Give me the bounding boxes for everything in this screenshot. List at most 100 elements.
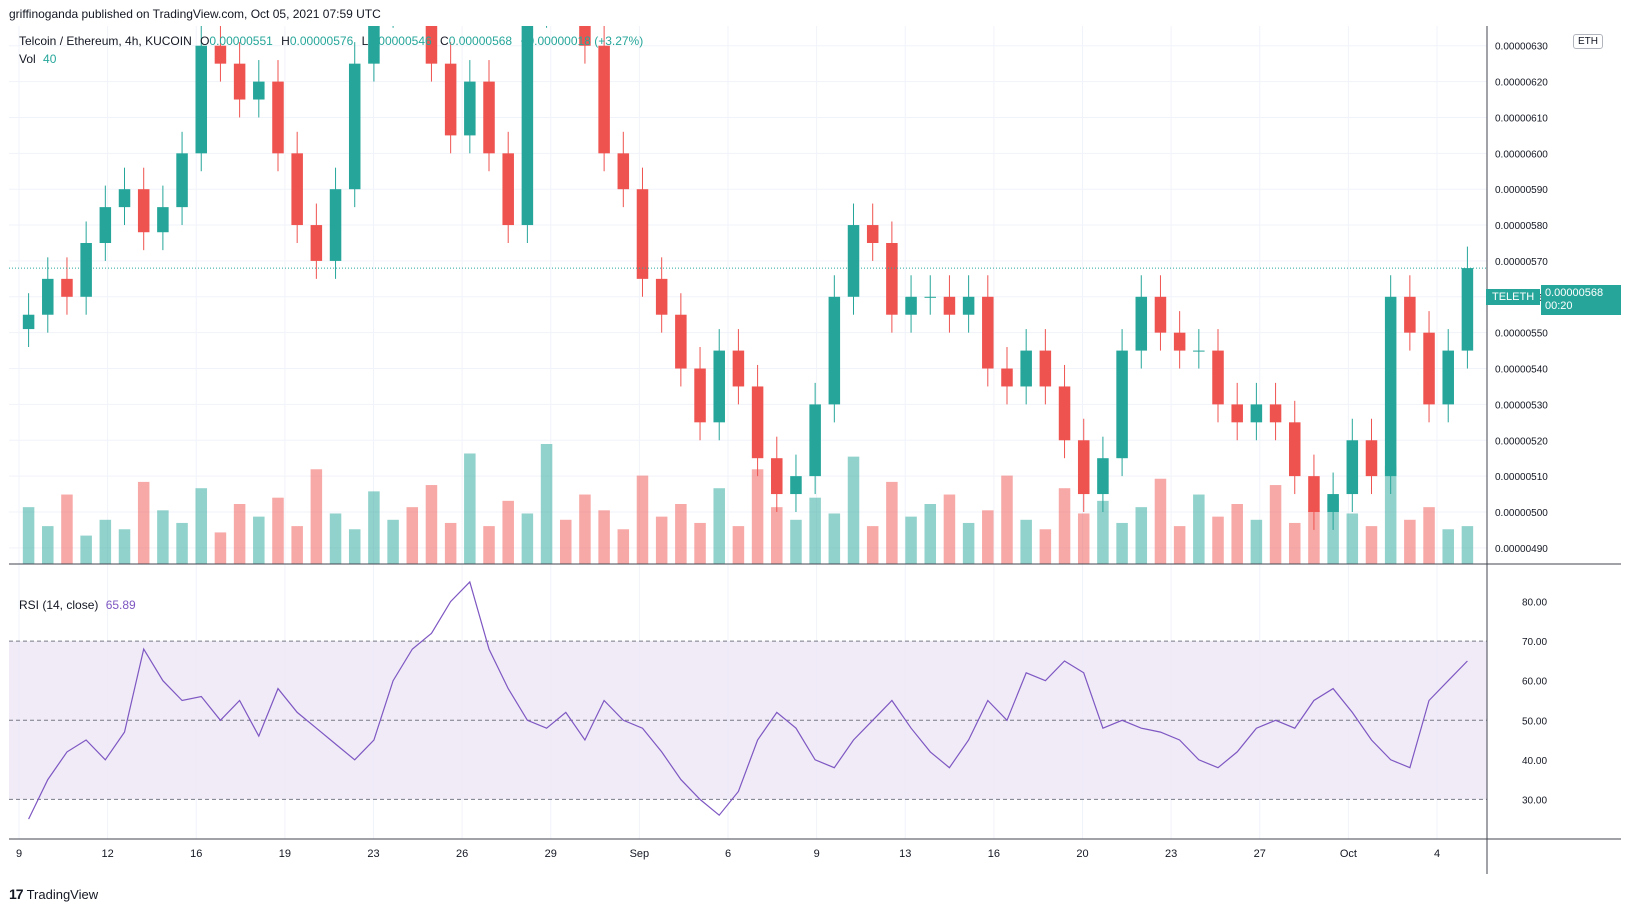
candle-body bbox=[1461, 268, 1474, 351]
candle-body bbox=[233, 63, 246, 100]
candle-body bbox=[1308, 476, 1320, 512]
candle-body bbox=[1154, 296, 1167, 333]
volume-bar bbox=[1116, 522, 1128, 564]
time-tick-label: 26 bbox=[456, 848, 468, 860]
volume-bar bbox=[1308, 510, 1320, 564]
price-tick-label: 0.00000630 bbox=[1495, 42, 1548, 53]
volume-bar bbox=[943, 494, 956, 564]
candle-body bbox=[214, 45, 227, 64]
volume-bar bbox=[1193, 494, 1205, 564]
candle-body bbox=[924, 296, 937, 298]
candle-body bbox=[1327, 494, 1339, 512]
candle-body bbox=[1384, 296, 1397, 477]
volume-bar bbox=[1442, 529, 1454, 564]
candle-body bbox=[1058, 386, 1071, 441]
price-tick-label: 0.00000540 bbox=[1495, 365, 1548, 376]
volume-bar bbox=[559, 519, 572, 564]
candle-body bbox=[1097, 458, 1109, 495]
chart-canvas[interactable]: 0.00000630 0.00000620 0.00000610 0.00000600… bbox=[9, 26, 1621, 874]
candle-body bbox=[982, 296, 994, 369]
time-tick-label: 16 bbox=[190, 848, 202, 860]
volume-bar bbox=[99, 519, 112, 564]
candle-body bbox=[80, 242, 92, 297]
price-tick-label: 0.00000600 bbox=[1495, 149, 1548, 160]
volume-bar bbox=[1077, 513, 1090, 564]
candle-body bbox=[1173, 332, 1186, 351]
price-tick-label: 0.00000580 bbox=[1495, 221, 1548, 232]
volume-bar bbox=[61, 494, 73, 564]
volume-bar bbox=[118, 529, 131, 564]
volume-bar bbox=[886, 481, 898, 564]
price-tick-label: 0.00000620 bbox=[1495, 78, 1548, 89]
legend-change: +0.00000018 (+3.27%) bbox=[520, 34, 644, 48]
volume-bar bbox=[214, 532, 227, 564]
volume-bar bbox=[1039, 529, 1052, 564]
candle-body bbox=[579, 26, 591, 46]
volume-bar bbox=[866, 526, 879, 564]
candle-body bbox=[464, 81, 476, 136]
candle-body bbox=[483, 81, 495, 154]
candle-body bbox=[905, 296, 917, 315]
volume-bar bbox=[137, 481, 150, 564]
footer-brand: TradingView bbox=[26, 886, 99, 902]
price-tick-label: 0.00000550 bbox=[1495, 329, 1548, 340]
volume-bar bbox=[521, 513, 534, 564]
rsi-label: RSI (14, close) bbox=[19, 598, 99, 612]
time-tick-label: 9 bbox=[814, 848, 820, 860]
candle-body bbox=[1442, 350, 1454, 405]
legend-symbol: Telcoin / Ethereum, 4h, KUCOIN bbox=[19, 34, 192, 48]
time-axis: 9 12 16 19 23 26 29 Sep 6 9 13 16 20 23 27 Oct 4 bbox=[16, 848, 1440, 860]
volume-bar bbox=[1135, 507, 1148, 564]
candle-body bbox=[694, 368, 706, 423]
candle-body bbox=[1135, 296, 1148, 351]
candle-body bbox=[962, 296, 975, 315]
volume-bar bbox=[617, 529, 630, 564]
rsi-tick-label: 70.00 bbox=[1522, 637, 1547, 648]
footer: 17 TradingView bbox=[9, 886, 98, 902]
time-tick-label: Sep bbox=[630, 848, 650, 860]
volume-bar bbox=[195, 488, 208, 564]
candle-body bbox=[943, 296, 956, 315]
price-tick-label: 0.00000500 bbox=[1495, 508, 1548, 519]
time-tick-label: 23 bbox=[367, 848, 379, 860]
time-tick-label: Oct bbox=[1340, 848, 1357, 860]
candle-body bbox=[1212, 350, 1224, 405]
volume-bar bbox=[464, 453, 476, 564]
candle-body bbox=[1404, 296, 1416, 333]
time-tick-label: 29 bbox=[545, 848, 557, 860]
last-price-tag: 0.00000568 00:20 bbox=[1541, 285, 1621, 315]
legend-open: O0.00000551 bbox=[200, 34, 273, 48]
legend-close: C0.00000568 bbox=[440, 34, 513, 48]
bar-countdown: 00:20 bbox=[1545, 300, 1573, 312]
time-tick-label: 6 bbox=[725, 848, 731, 860]
candle-body bbox=[61, 278, 73, 297]
price-tick-label: 0.00000520 bbox=[1495, 436, 1548, 447]
candle-body bbox=[866, 225, 879, 243]
volume-bar bbox=[905, 516, 917, 564]
candle-body bbox=[502, 153, 514, 226]
volume-bar bbox=[176, 522, 188, 564]
candle-body bbox=[655, 278, 668, 315]
volume-bar bbox=[924, 504, 937, 564]
volume-bar bbox=[1288, 522, 1301, 564]
volume-bar bbox=[80, 535, 92, 564]
legend-low: L0.00000546 bbox=[361, 34, 432, 48]
volume-bar bbox=[1404, 519, 1416, 564]
volume-bar bbox=[1020, 519, 1032, 564]
volume-bar bbox=[1001, 475, 1013, 564]
currency-button[interactable]: ETH bbox=[1573, 34, 1603, 49]
candle-body bbox=[137, 189, 150, 233]
time-tick-label: 16 bbox=[988, 848, 1000, 860]
candle-body bbox=[176, 153, 188, 208]
volume-bar bbox=[1097, 500, 1109, 564]
candle-body bbox=[636, 189, 649, 279]
candle-body bbox=[1001, 368, 1013, 387]
volume-bar bbox=[42, 526, 54, 564]
price-tick-label: 0.00000570 bbox=[1495, 257, 1548, 268]
candle-body bbox=[598, 45, 610, 154]
time-tick-label: 12 bbox=[102, 848, 114, 860]
candle-body bbox=[368, 26, 380, 64]
volume-bar bbox=[694, 522, 706, 564]
candle-body bbox=[809, 404, 821, 477]
volume-bar bbox=[253, 516, 265, 564]
